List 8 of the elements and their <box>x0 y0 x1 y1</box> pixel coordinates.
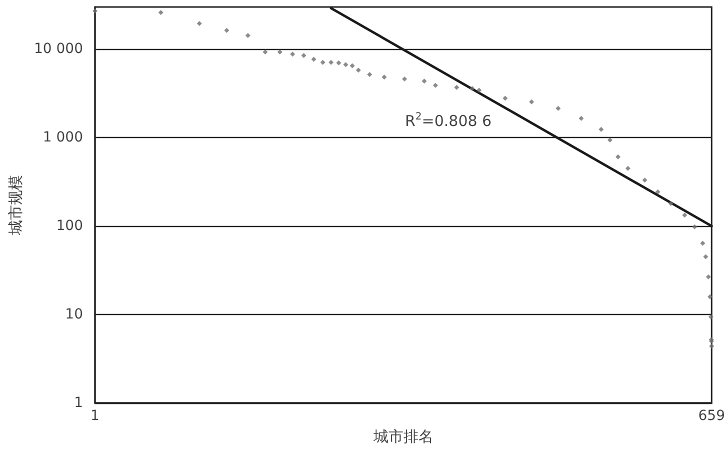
y-tick-label: 1 <box>74 395 83 411</box>
y-axis-title: 城市规模 <box>6 175 24 236</box>
x-axis-title: 城市排名 <box>372 428 434 446</box>
y-tick-label: 10 <box>65 306 83 323</box>
y-tick-label: 1 000 <box>42 130 83 146</box>
y-tick-label: 10 000 <box>34 41 83 58</box>
x-tick-label: 659 <box>698 408 726 424</box>
y-tick-label: 100 <box>56 218 83 234</box>
